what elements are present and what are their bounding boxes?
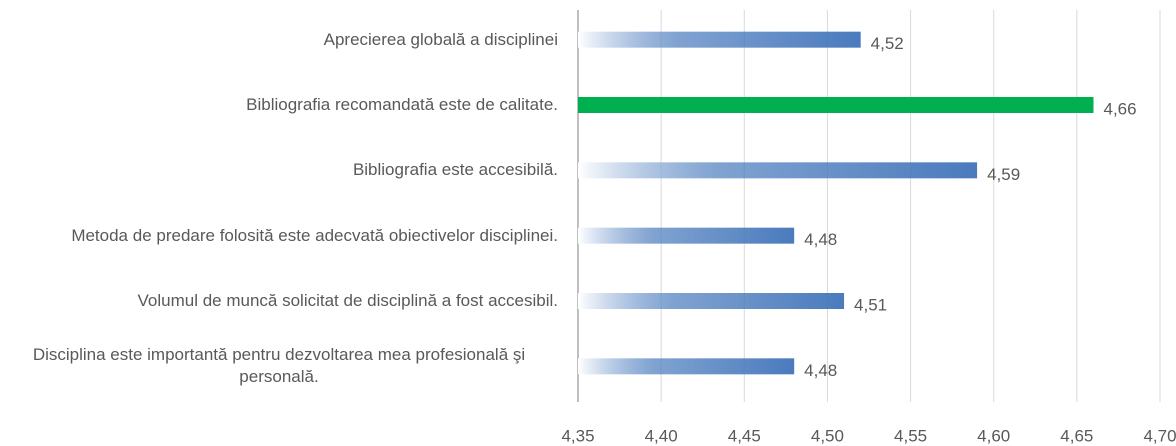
data-label: 4,66 — [1103, 99, 1136, 118]
bar — [578, 31, 861, 48]
bar — [578, 162, 978, 179]
bar — [578, 293, 845, 309]
category-label: Aprecierea globală a disciplinei — [323, 29, 558, 49]
x-tick-label: 4,55 — [894, 426, 927, 445]
data-label: 4,48 — [804, 361, 837, 380]
category-label: Metoda de predare folosită este adecvată… — [71, 225, 558, 245]
data-label: 4,51 — [854, 295, 887, 314]
category-label: Volumul de muncă solicitat de disciplină… — [137, 291, 559, 310]
data-label: 4,59 — [987, 165, 1020, 184]
x-tick-label: 4,70 — [1143, 426, 1176, 445]
x-tick-label: 4,60 — [977, 426, 1010, 445]
bar — [578, 97, 1094, 113]
x-tick-label: 4,50 — [811, 426, 844, 445]
x-tick-label: 4,35 — [561, 426, 594, 445]
bar — [578, 358, 795, 375]
x-tick-label: 4,40 — [645, 426, 678, 445]
x-tick-label: 4,65 — [1060, 426, 1093, 445]
x-tick-label: 4,45 — [728, 426, 761, 445]
category-label: Disciplina este importantă pentru dezvol… — [32, 345, 526, 387]
category-label: Bibliografia recomandată este de calitat… — [246, 95, 558, 114]
bar — [578, 227, 795, 244]
data-label: 4,48 — [804, 230, 837, 249]
data-label: 4,52 — [871, 34, 904, 53]
category-label: Bibliografia este accesibilă. — [352, 160, 558, 180]
